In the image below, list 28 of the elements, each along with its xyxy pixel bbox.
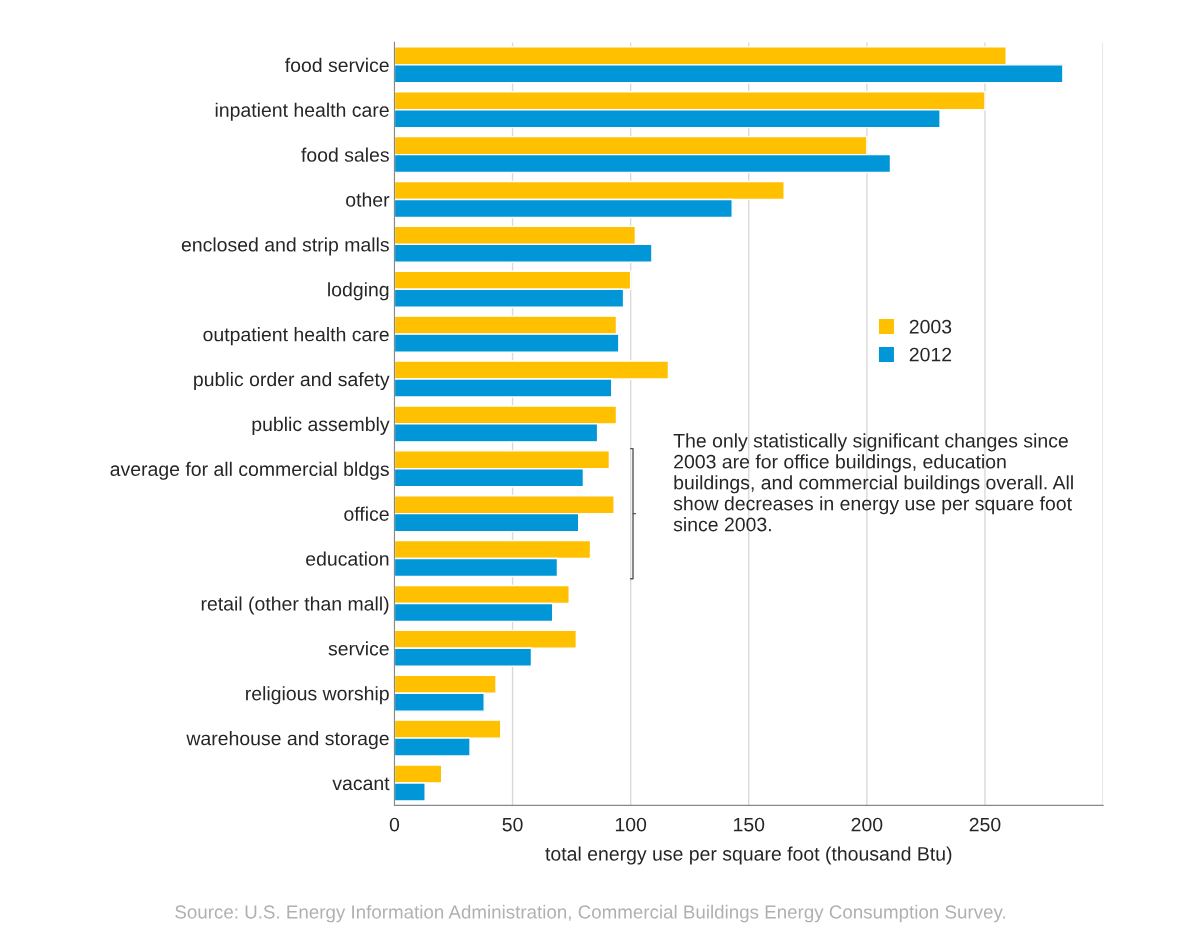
- y-tick-label: service: [328, 641, 389, 656]
- x-tick-label: 100: [615, 817, 647, 832]
- y-tick-label: education: [306, 551, 389, 566]
- legend-label: 2003: [909, 319, 952, 334]
- y-tick-label: religious worship: [246, 686, 389, 705]
- y-tick-label: outpatient health care: [203, 327, 389, 346]
- y-tick-label: public assembly: [252, 416, 390, 435]
- y-tick-label: food service: [285, 57, 389, 73]
- x-tick-label: 250: [969, 817, 1001, 832]
- y-tick-label: food sales: [301, 147, 389, 162]
- x-tick-label: 50: [502, 817, 523, 832]
- x-tick-label: 200: [851, 817, 883, 832]
- source-note: Source: U.S. Energy Information Administration, Commercial Buildings Energy Consumption Survey.: [175, 904, 1005, 923]
- x-tick-label: 150: [734, 817, 765, 832]
- y-tick-label: average for all commercial bldgs: [110, 461, 389, 480]
- x-tick-label: 0: [389, 817, 400, 832]
- y-tick-label: retail (other than mall): [201, 596, 389, 615]
- y-tick-label: vacant: [332, 777, 390, 791]
- y-tick-label: warehouse and storage: [186, 731, 389, 750]
- y-tick-label: other: [346, 192, 390, 207]
- y-tick-label: inpatient health care: [215, 102, 389, 121]
- y-tick-label: enclosed and strip malls: [181, 237, 389, 256]
- y-tick-label: lodging: [328, 282, 389, 301]
- x-axis-title: total energy use per square foot (thousand Btu): [545, 846, 952, 865]
- y-tick-label: public order and safety: [194, 371, 390, 391]
- annotation: The only statistically significant changes since 2003 are for office buildings, education buildings, and commercial buildings overall. All show decreases in energy use per square foot since 2003.: [673, 433, 1073, 532]
- legend-label: 2012: [909, 347, 952, 362]
- y-tick-label: office: [344, 506, 389, 521]
